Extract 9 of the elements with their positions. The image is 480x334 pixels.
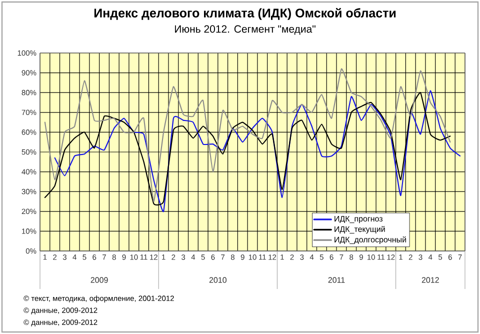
legend-label: ИДК_прогноз xyxy=(334,216,383,224)
chart-subtitle: Июнь 2012. Сегмент "медиа" xyxy=(175,25,316,35)
legend-label: ИДК_долгосрочный xyxy=(334,236,406,244)
chart-title: Индекс делового климата (ИДК) Омской области xyxy=(94,8,396,20)
text: 2010 xyxy=(209,277,226,283)
text: 2011 xyxy=(328,277,345,283)
legend-label: ИДК_текущий xyxy=(334,226,385,234)
text: 2009 xyxy=(90,277,108,283)
text: 2012 xyxy=(422,277,439,283)
